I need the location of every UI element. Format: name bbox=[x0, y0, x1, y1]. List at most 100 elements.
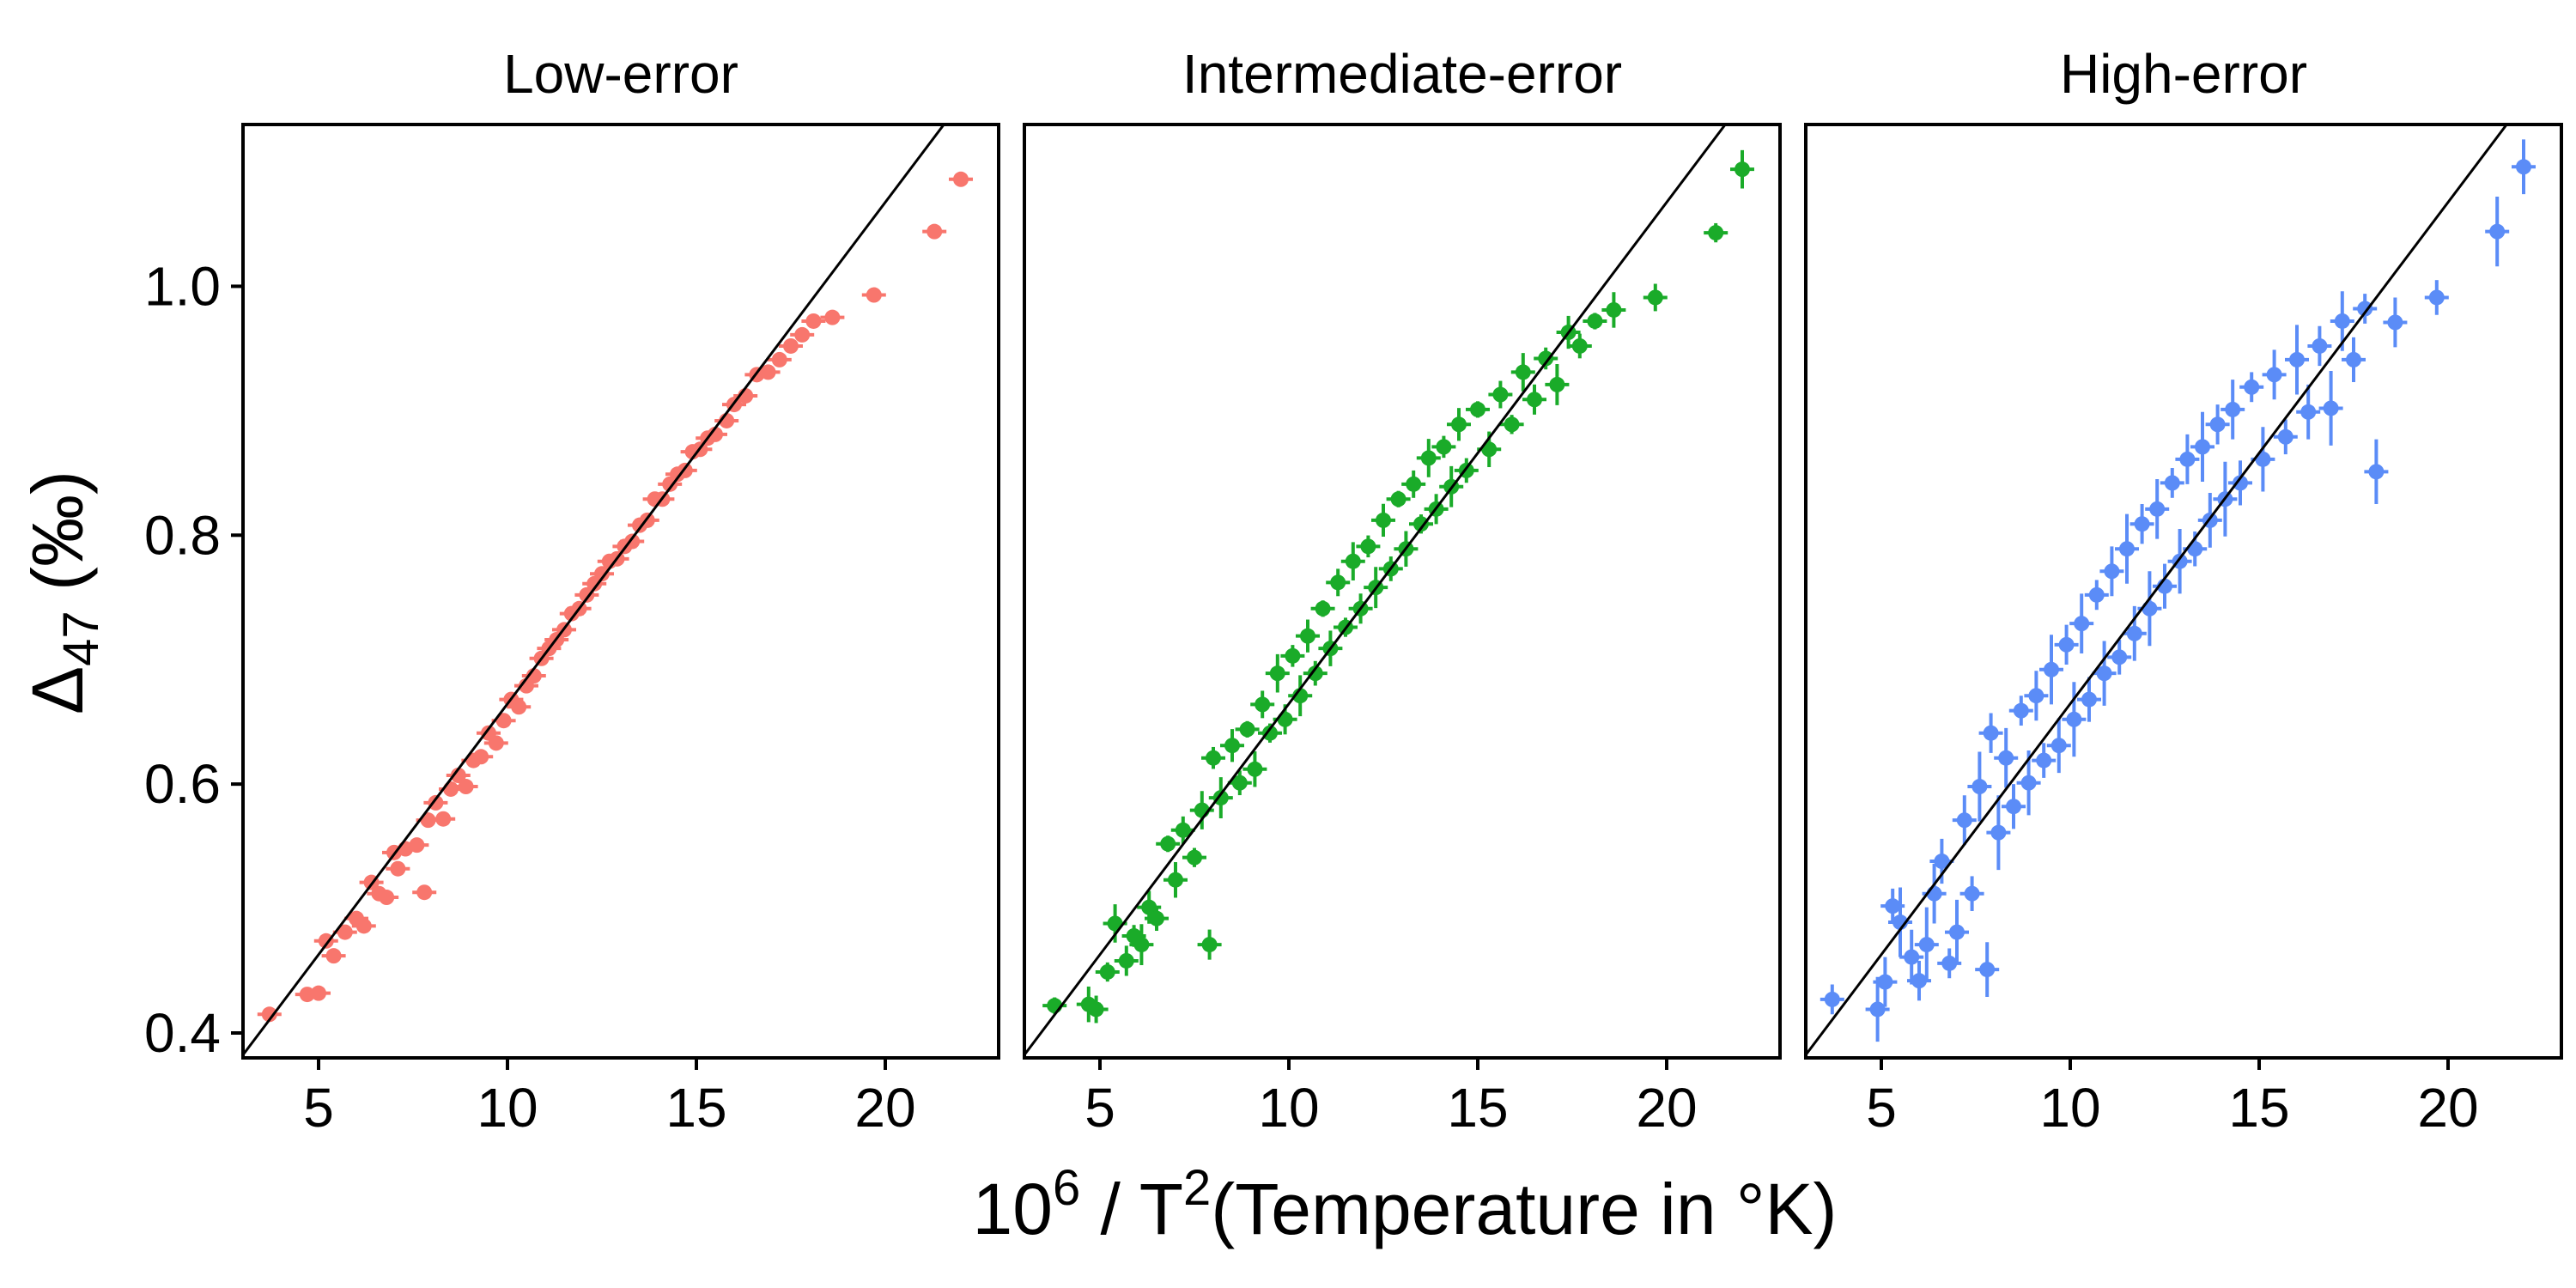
data-point bbox=[2225, 401, 2241, 417]
data-point bbox=[1470, 401, 1485, 417]
data-point bbox=[1587, 313, 1603, 329]
x-tick-label: 5 bbox=[1866, 1077, 1897, 1139]
data-point bbox=[708, 426, 723, 442]
data-point bbox=[379, 890, 395, 906]
data-point bbox=[2266, 367, 2282, 383]
data-point bbox=[824, 309, 841, 325]
data-point bbox=[473, 749, 489, 765]
data-point bbox=[2006, 799, 2021, 815]
data-point bbox=[2489, 223, 2506, 240]
data-point bbox=[1436, 439, 1452, 455]
data-point bbox=[1481, 441, 1498, 458]
data-point bbox=[1133, 937, 1150, 953]
x-tick-label: 10 bbox=[1258, 1077, 1319, 1139]
data-point bbox=[1255, 696, 1271, 713]
data-point bbox=[1708, 225, 1724, 241]
panel-1: Low-error 5 10 15 20 0.4 0.6 0.8 1.0 bbox=[144, 43, 1000, 1139]
x-tick-label: 5 bbox=[303, 1077, 334, 1139]
data-point bbox=[1239, 721, 1255, 738]
data-point bbox=[1420, 450, 1437, 466]
data-point bbox=[1911, 973, 1927, 989]
y-tick-label: 0.4 bbox=[144, 1002, 221, 1064]
data-point bbox=[1918, 937, 1935, 953]
data-point bbox=[261, 1006, 277, 1023]
x-tick-label: 10 bbox=[2039, 1077, 2100, 1139]
data-point bbox=[1330, 574, 1346, 591]
data-point bbox=[2066, 711, 2082, 727]
data-point bbox=[2036, 752, 2052, 769]
data-point bbox=[355, 918, 372, 934]
data-point bbox=[1376, 512, 1391, 528]
data-point bbox=[1160, 835, 1176, 852]
data-point bbox=[2058, 636, 2075, 653]
x-tick-label: 15 bbox=[2228, 1077, 2289, 1139]
data-point bbox=[2013, 702, 2029, 719]
data-point bbox=[435, 811, 452, 827]
x-tick-label: 5 bbox=[1084, 1077, 1115, 1139]
data-point bbox=[443, 781, 459, 797]
data-point bbox=[927, 223, 943, 240]
y-axis-title-unit: (‰) bbox=[17, 471, 98, 611]
data-point bbox=[1149, 910, 1164, 927]
data-point bbox=[2387, 314, 2403, 331]
data-point bbox=[2233, 475, 2248, 491]
data-point bbox=[2289, 351, 2305, 368]
data-point bbox=[1869, 1001, 1886, 1018]
data-point bbox=[1527, 392, 1542, 408]
data-point bbox=[1515, 364, 1531, 380]
data-point bbox=[2088, 586, 2105, 603]
y-axis-title-subscript: 47 bbox=[53, 611, 109, 666]
data-point bbox=[1606, 301, 1622, 318]
data-point bbox=[1492, 386, 1509, 403]
data-point bbox=[450, 768, 466, 784]
data-point bbox=[1904, 949, 1920, 965]
data-point bbox=[2050, 738, 2067, 754]
data-point bbox=[1099, 963, 1115, 980]
data-point bbox=[2074, 616, 2090, 632]
data-point bbox=[2126, 625, 2142, 641]
data-point bbox=[1735, 161, 1750, 178]
data-point bbox=[1307, 665, 1323, 682]
data-point bbox=[2104, 563, 2120, 580]
data-point bbox=[311, 985, 326, 1001]
panel-title: Low-error bbox=[503, 43, 738, 105]
data-point bbox=[1269, 665, 1285, 682]
data-point bbox=[390, 860, 406, 877]
data-point bbox=[1979, 962, 1996, 978]
data-point bbox=[416, 884, 433, 901]
data-point bbox=[1877, 974, 1893, 990]
data-point bbox=[1315, 600, 1331, 617]
data-point bbox=[1300, 628, 1315, 644]
data-point bbox=[2209, 416, 2226, 433]
data-point bbox=[511, 699, 527, 715]
x-axis-title-unit: (Temperature in °K) bbox=[1211, 1169, 1837, 1249]
data-point bbox=[2111, 649, 2128, 665]
data-point bbox=[318, 933, 334, 949]
x-tick-label: 15 bbox=[1447, 1077, 1508, 1139]
data-point bbox=[1956, 812, 1972, 829]
data-point bbox=[1141, 899, 1157, 915]
data-point bbox=[579, 586, 595, 603]
data-point bbox=[2044, 661, 2059, 677]
data-point bbox=[1187, 849, 1202, 866]
x-axis-title: 106 / T2(Temperature in °K) bbox=[973, 1160, 1838, 1249]
x-tick-label: 20 bbox=[854, 1077, 915, 1139]
data-point bbox=[1964, 885, 1980, 902]
data-point bbox=[495, 713, 512, 729]
data-point bbox=[805, 313, 822, 329]
data-point bbox=[428, 794, 444, 811]
data-point bbox=[409, 837, 425, 854]
data-point bbox=[1360, 538, 1376, 555]
data-point bbox=[1345, 553, 1361, 569]
data-point bbox=[2149, 501, 2166, 517]
plot-area bbox=[243, 125, 973, 1056]
data-point bbox=[1990, 824, 2007, 841]
data-point bbox=[1549, 376, 1565, 392]
data-point bbox=[1262, 725, 1278, 741]
data-point bbox=[2255, 451, 2271, 467]
panel-frame bbox=[1804, 123, 2563, 1060]
data-point bbox=[1168, 872, 1183, 888]
data-point bbox=[2323, 400, 2339, 416]
y-tick-label: 0.6 bbox=[144, 753, 221, 815]
